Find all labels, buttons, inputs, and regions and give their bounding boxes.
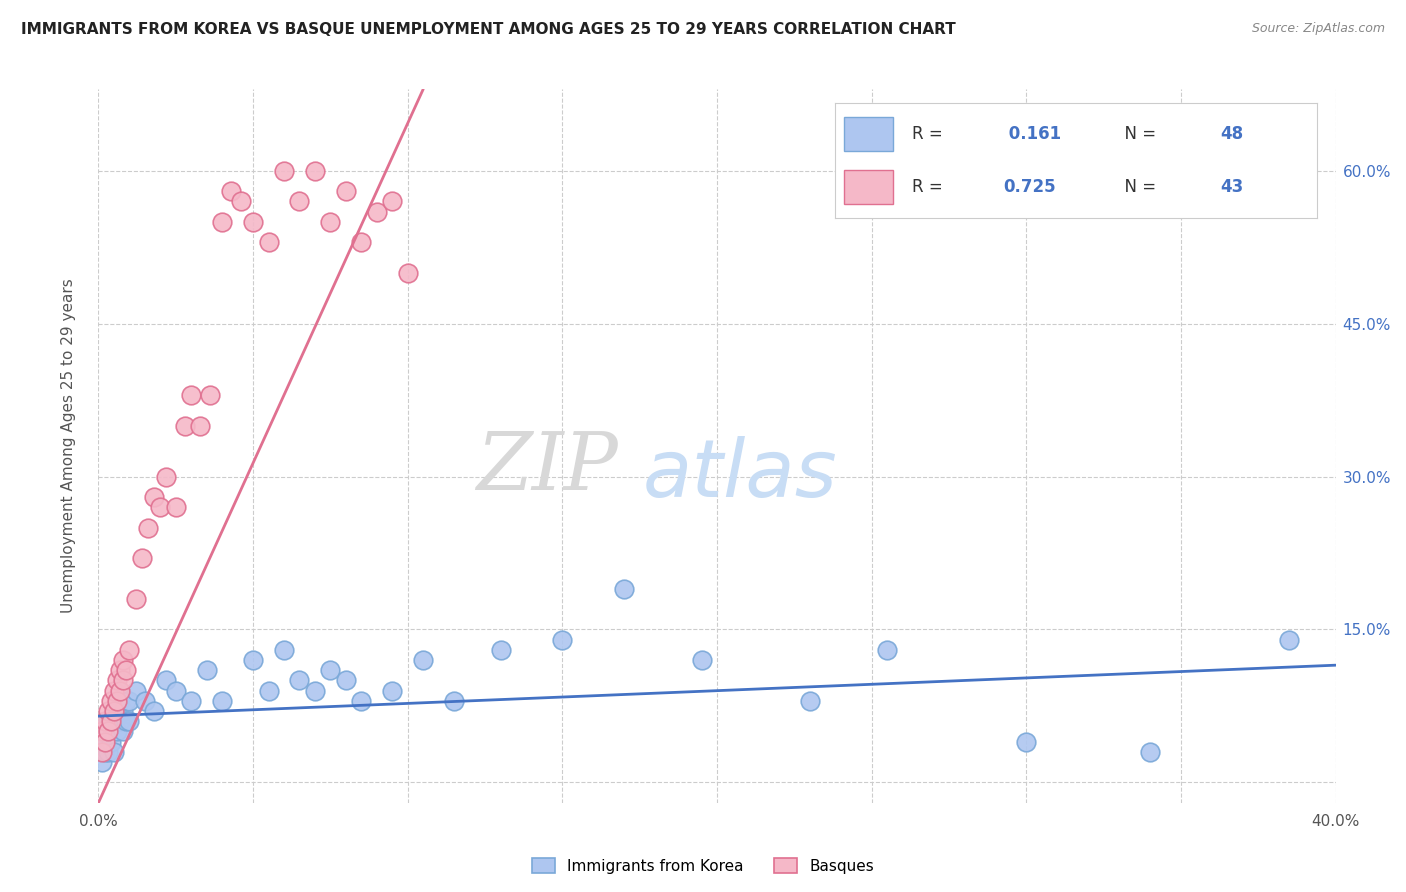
Point — [396, 266, 419, 280]
Point — [211, 215, 233, 229]
Point — [155, 673, 177, 688]
Point — [304, 163, 326, 178]
Point — [100, 714, 122, 729]
Point — [112, 673, 135, 688]
Point — [100, 714, 122, 729]
Point — [100, 734, 122, 748]
Point — [118, 643, 141, 657]
Point — [551, 632, 574, 647]
Text: IMMIGRANTS FROM KOREA VS BASQUE UNEMPLOYMENT AMONG AGES 25 TO 29 YEARS CORRELATI: IMMIGRANTS FROM KOREA VS BASQUE UNEMPLOY… — [21, 22, 956, 37]
Point — [97, 745, 120, 759]
Point — [112, 704, 135, 718]
Point — [350, 235, 373, 249]
Point — [165, 683, 187, 698]
Point — [180, 388, 202, 402]
Point — [319, 215, 342, 229]
Point — [112, 653, 135, 667]
Point — [242, 653, 264, 667]
Point — [335, 184, 357, 198]
Point — [412, 653, 434, 667]
Point — [134, 694, 156, 708]
Point — [112, 724, 135, 739]
Point — [97, 704, 120, 718]
Point — [90, 724, 112, 739]
Point — [124, 683, 146, 698]
Point — [257, 235, 280, 249]
Point — [190, 418, 212, 433]
Point — [93, 734, 115, 748]
Point — [136, 520, 159, 534]
Point — [350, 694, 373, 708]
Point — [273, 643, 295, 657]
Point — [165, 500, 187, 515]
Point — [443, 694, 465, 708]
Point — [90, 755, 112, 769]
Point — [93, 724, 115, 739]
Point — [273, 163, 295, 178]
Point — [108, 694, 131, 708]
Point — [103, 704, 125, 718]
Point — [613, 582, 636, 596]
Point — [108, 683, 131, 698]
Y-axis label: Unemployment Among Ages 25 to 29 years: Unemployment Among Ages 25 to 29 years — [62, 278, 76, 614]
Point — [288, 673, 311, 688]
Point — [103, 745, 125, 759]
Point — [381, 194, 404, 209]
Point — [304, 683, 326, 698]
Point — [288, 194, 311, 209]
Point — [105, 724, 128, 739]
Point — [174, 418, 197, 433]
Text: Source: ZipAtlas.com: Source: ZipAtlas.com — [1251, 22, 1385, 36]
Point — [108, 714, 131, 729]
Point — [124, 591, 146, 606]
Point — [143, 490, 166, 504]
Point — [105, 704, 128, 718]
Point — [1278, 632, 1301, 647]
Point — [143, 704, 166, 718]
Point — [489, 643, 512, 657]
Point — [335, 673, 357, 688]
Point — [118, 714, 141, 729]
Point — [198, 388, 221, 402]
Point — [195, 663, 218, 677]
Point — [115, 694, 138, 708]
Point — [115, 663, 138, 677]
Point — [1015, 734, 1038, 748]
Point — [115, 714, 138, 729]
Point — [242, 215, 264, 229]
Point — [221, 184, 243, 198]
Point — [319, 663, 342, 677]
Point — [118, 694, 141, 708]
Point — [155, 469, 177, 483]
Point — [149, 500, 172, 515]
Point — [366, 204, 388, 219]
Point — [105, 673, 128, 688]
Legend: Immigrants from Korea, Basques: Immigrants from Korea, Basques — [526, 852, 880, 880]
Point — [100, 694, 122, 708]
Point — [103, 683, 125, 698]
Point — [257, 683, 280, 698]
Point — [97, 724, 120, 739]
Point — [97, 714, 120, 729]
Point — [690, 653, 713, 667]
Text: atlas: atlas — [643, 435, 838, 514]
Point — [1139, 745, 1161, 759]
Point — [93, 745, 115, 759]
Point — [799, 694, 821, 708]
Point — [131, 551, 153, 566]
Text: ZIP: ZIP — [477, 429, 619, 506]
Point — [876, 643, 898, 657]
Point — [381, 683, 404, 698]
Point — [103, 704, 125, 718]
Point — [211, 694, 233, 708]
Point — [108, 663, 131, 677]
Point — [229, 194, 252, 209]
Point — [90, 734, 112, 748]
Point — [180, 694, 202, 708]
Point — [93, 714, 115, 729]
Point — [105, 694, 128, 708]
Point — [90, 745, 112, 759]
